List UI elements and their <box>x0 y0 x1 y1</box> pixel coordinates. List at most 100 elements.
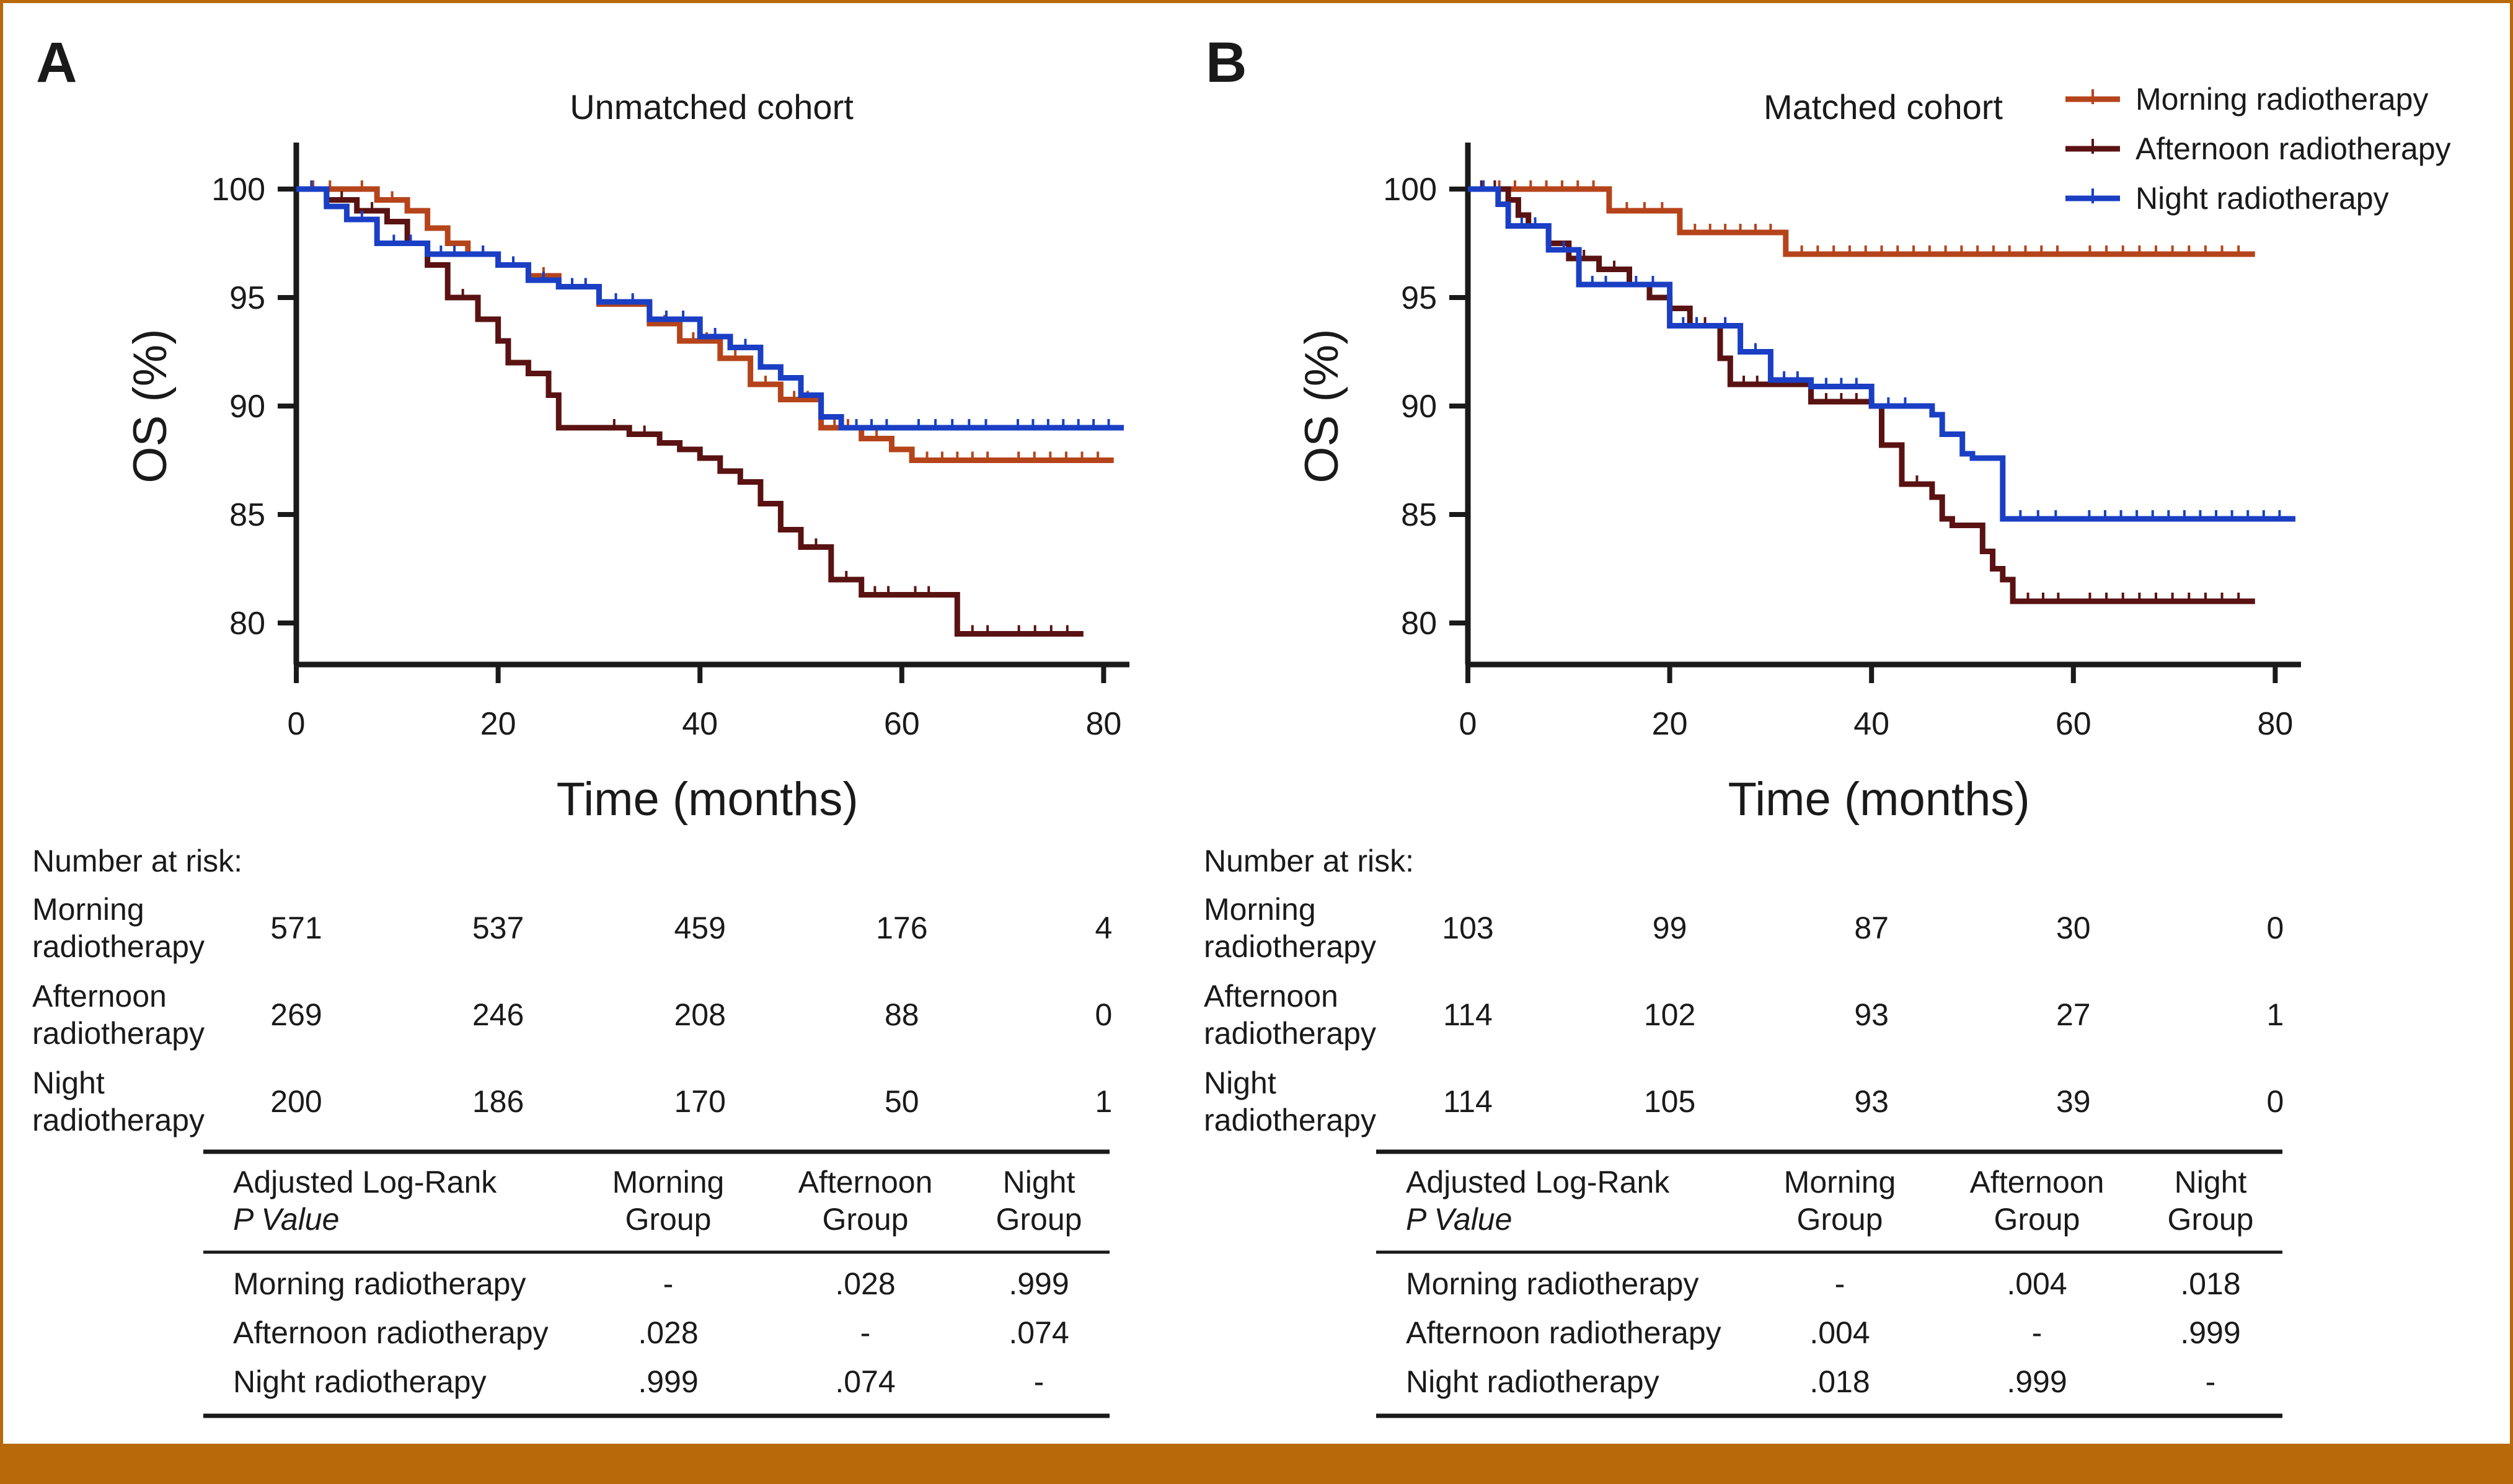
x-axis-label: Time (months) <box>557 773 859 826</box>
table-cell: - <box>663 1266 674 1301</box>
series-line-afternoon <box>296 186 1084 637</box>
risk-count: 208 <box>674 997 725 1032</box>
x-tick-label: 80 <box>2257 706 2293 742</box>
table-cell: .999 <box>2180 1315 2240 1350</box>
x-tick-label: 40 <box>682 706 718 742</box>
table-cell: Night radiotherapy <box>233 1364 487 1399</box>
risk-row-label: radiotherapy <box>32 1103 205 1137</box>
series-line-night <box>1468 186 2295 522</box>
risk-count: 102 <box>1644 997 1695 1032</box>
table-cell: Afternoon radiotherapy <box>233 1315 549 1350</box>
table-header: Adjusted Log-Rank <box>1406 1165 1670 1199</box>
table-cell: - <box>1835 1266 1845 1301</box>
risk-count: 50 <box>885 1084 919 1119</box>
x-tick-label: 40 <box>1853 706 1889 742</box>
risk-count: 176 <box>876 911 927 945</box>
table-header: P Value <box>233 1202 339 1237</box>
table-header: Group <box>1994 1202 2080 1237</box>
risk-row-label: Night <box>1204 1066 1276 1100</box>
series-line-morning <box>296 186 1114 463</box>
table-header: Adjusted Log-Rank <box>233 1165 497 1199</box>
y-tick-label: 95 <box>1401 280 1437 316</box>
series-line-afternoon <box>1468 186 2255 604</box>
risk-row-label: Afternoon <box>32 979 167 1014</box>
table-header: Group <box>625 1202 712 1237</box>
y-tick-label: 80 <box>1401 606 1437 642</box>
y-tick-label: 80 <box>229 606 265 642</box>
y-axis-label: OS (%) <box>124 329 177 483</box>
y-tick-label: 100 <box>211 172 265 208</box>
table-header: Morning <box>612 1165 725 1199</box>
table-cell: .018 <box>1809 1364 1870 1399</box>
risk-count: 103 <box>1442 911 1493 945</box>
risk-count: 269 <box>270 997 322 1032</box>
risk-count: 170 <box>674 1084 725 1119</box>
risk-count: 114 <box>1443 1084 1493 1119</box>
table-cell: Morning radiotherapy <box>233 1266 526 1301</box>
risk-row-label: Afternoon <box>1204 979 1338 1014</box>
risk-count: 0 <box>1095 997 1112 1032</box>
x-tick-label: 60 <box>2056 706 2091 742</box>
table-header: Night <box>1003 1165 1075 1199</box>
y-tick-label: 95 <box>229 280 265 316</box>
table-header: Group <box>996 1202 1082 1237</box>
table-cell: - <box>2032 1315 2043 1350</box>
risk-heading: Number at risk: <box>32 844 242 878</box>
y-tick-label: 90 <box>229 389 265 425</box>
table-header: Night <box>2175 1165 2247 1199</box>
risk-count: 114 <box>1443 997 1493 1032</box>
x-tick-label: 20 <box>1652 706 1688 742</box>
table-cell: .018 <box>2180 1266 2240 1301</box>
risk-count: 27 <box>2056 997 2091 1032</box>
table-header: Afternoon <box>1970 1165 2104 1199</box>
table-header: P Value <box>1406 1202 1512 1237</box>
risk-heading: Number at risk: <box>1204 844 1414 878</box>
risk-count: 0 <box>2266 911 2284 945</box>
legend-label: Night radiotherapy <box>2135 181 2389 216</box>
y-axis-label: OS (%) <box>1296 329 1348 483</box>
risk-count: 4 <box>1095 911 1112 945</box>
risk-count: 105 <box>1644 1084 1695 1119</box>
y-tick-label: 85 <box>1401 497 1437 533</box>
table-header: Morning <box>1784 1165 1896 1199</box>
risk-count: 200 <box>270 1084 322 1119</box>
chart-title: Unmatched cohort <box>570 87 854 126</box>
risk-row-label: radiotherapy <box>1204 929 1376 964</box>
y-tick-label: 85 <box>229 497 265 533</box>
table-cell: Morning radiotherapy <box>1406 1266 1699 1301</box>
risk-count: 1 <box>2266 997 2284 1032</box>
table-header: Afternoon <box>798 1165 933 1199</box>
table-header: Group <box>823 1202 909 1237</box>
table-cell: .999 <box>1009 1266 1069 1301</box>
table-cell: .004 <box>2007 1266 2067 1301</box>
table-cell: .999 <box>638 1364 698 1399</box>
risk-row-label: radiotherapy <box>32 1016 205 1051</box>
risk-row-label: radiotherapy <box>1204 1016 1376 1051</box>
series-line-night <box>296 186 1124 431</box>
risk-count: 93 <box>1854 1084 1889 1119</box>
table-cell: Night radiotherapy <box>1406 1364 1659 1399</box>
risk-count: 30 <box>2056 911 2091 945</box>
risk-count: 88 <box>885 997 919 1032</box>
table-cell: .028 <box>638 1315 698 1350</box>
risk-row-label: radiotherapy <box>1204 1103 1376 1137</box>
y-tick-label: 100 <box>1383 172 1437 208</box>
x-axis-label: Time (months) <box>1728 773 2030 826</box>
risk-count: 537 <box>472 911 524 945</box>
table-cell: .028 <box>835 1266 895 1301</box>
risk-count: 99 <box>1653 911 1687 945</box>
table-header: Group <box>1797 1202 1883 1237</box>
bottom-band <box>0 1444 2513 1484</box>
risk-count: 39 <box>2056 1084 2091 1119</box>
risk-count: 1 <box>1095 1084 1112 1119</box>
risk-count: 87 <box>1854 911 1889 945</box>
x-tick-label: 20 <box>480 706 516 742</box>
risk-count: 93 <box>1854 997 1889 1032</box>
x-tick-label: 0 <box>1459 706 1477 742</box>
legend-label: Morning radiotherapy <box>2135 82 2429 117</box>
table-cell: .999 <box>2007 1364 2067 1399</box>
x-tick-label: 80 <box>1085 706 1121 742</box>
risk-count: 0 <box>2266 1084 2284 1119</box>
risk-count: 459 <box>674 911 725 945</box>
